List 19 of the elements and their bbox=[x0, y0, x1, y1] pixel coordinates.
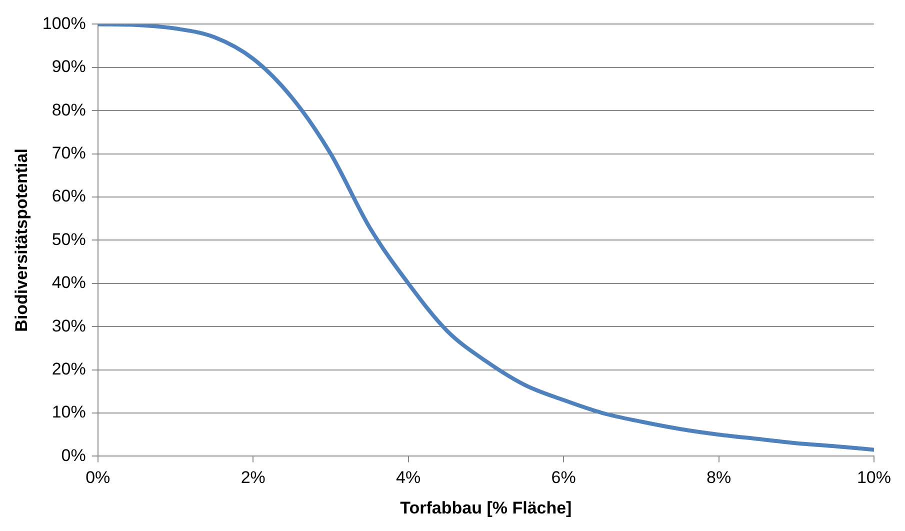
x-tick-label: 10% bbox=[856, 468, 892, 488]
y-tick-label: 30% bbox=[52, 316, 86, 336]
x-tick-label: 2% bbox=[240, 468, 266, 488]
y-tick-label: 20% bbox=[52, 359, 86, 378]
y-tick-label: 10% bbox=[52, 402, 86, 422]
x-tick-label: 8% bbox=[706, 468, 732, 488]
x-tick-label: 4% bbox=[396, 468, 421, 488]
y-tick-label: 60% bbox=[52, 186, 86, 206]
y-tick-label: 70% bbox=[52, 143, 86, 162]
x-tick-label: 0% bbox=[86, 468, 110, 488]
y-tick-label: 80% bbox=[52, 100, 86, 120]
y-tick-label: 40% bbox=[52, 273, 86, 292]
y-tick-label: 100% bbox=[42, 14, 86, 33]
y-axis-title: Biodiversitätspotential bbox=[12, 148, 31, 332]
y-tick-label: 0% bbox=[61, 446, 86, 465]
x-axis-title: Torfabbau [% Fläche] bbox=[400, 498, 572, 518]
y-tick-label: 50% bbox=[52, 230, 86, 249]
y-tick-label: 90% bbox=[52, 57, 86, 76]
x-tick-label: 6% bbox=[551, 468, 576, 488]
